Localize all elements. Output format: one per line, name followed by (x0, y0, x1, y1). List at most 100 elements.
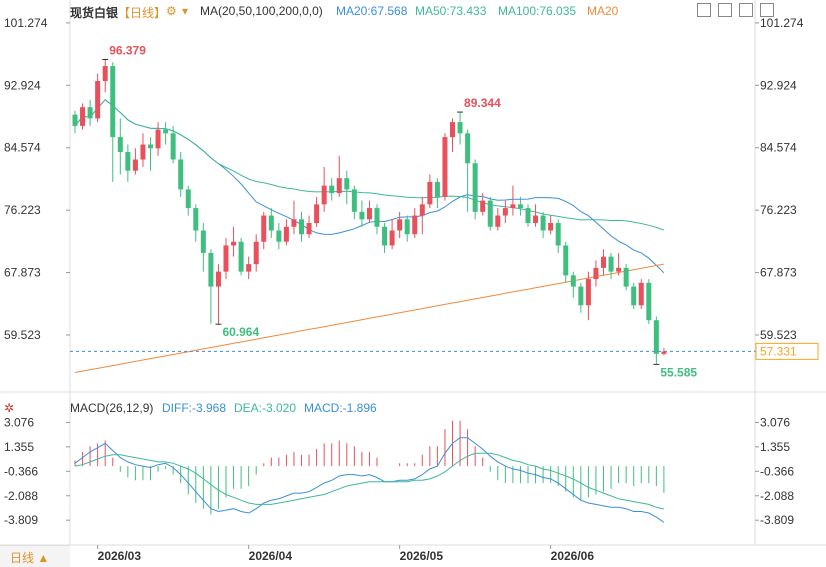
x-tick-label: 2026/04 (249, 549, 293, 563)
collapse-icon[interactable]: ▾ (182, 4, 189, 18)
candle-body (223, 245, 229, 272)
candle-body (125, 152, 131, 171)
candle-body (601, 256, 606, 268)
macd-tick-label-left: -3.809 (4, 513, 38, 527)
candle-body (502, 208, 508, 216)
price-tick-label-right: 84.574 (760, 141, 797, 155)
candle-body (427, 181, 433, 205)
x-tick-label: 2026/03 (98, 549, 142, 563)
candle-body (623, 267, 629, 287)
x-tick-label: 2026/06 (551, 549, 595, 563)
candle-body (533, 215, 539, 224)
candle-body (283, 226, 289, 242)
price-tick-label-right: 92.924 (760, 78, 797, 92)
macd-settings-icon[interactable]: ✲ (4, 401, 15, 415)
candle-body (608, 256, 614, 272)
candle-body (117, 137, 123, 153)
settings-icon[interactable]: ⚙ (166, 4, 177, 18)
candle-body (646, 282, 652, 321)
candle-body (140, 144, 146, 160)
candle-body (585, 279, 591, 306)
ma50-value: MA50:73.433 (415, 4, 487, 18)
zoom-out-icon[interactable] (718, 3, 732, 17)
candle-body (193, 208, 199, 231)
candle-body (540, 215, 546, 231)
period-selector[interactable]: 日线 ▲ (0, 545, 70, 567)
candle-body (276, 230, 282, 242)
candle-body (366, 208, 372, 220)
price-tick-label-left: 59.523 (4, 328, 41, 342)
candle-body (638, 282, 644, 306)
macd-tick-label-right: 3.076 (760, 415, 790, 429)
macd-tick-label-right: 1.355 (760, 440, 790, 454)
candle-body (548, 223, 554, 231)
candle-body (246, 264, 252, 272)
candle-body (200, 230, 206, 253)
candle-body (374, 208, 380, 227)
diff-line (74, 437, 665, 523)
candle-body (563, 245, 569, 276)
candle-body (578, 286, 584, 306)
ma20-line (74, 99, 665, 274)
period-badge[interactable]: 【日线】 (118, 6, 167, 20)
candle-body (261, 215, 267, 242)
extreme-label: 89.344 (464, 96, 501, 110)
candle-body (231, 241, 237, 246)
candle-body (555, 223, 561, 246)
instrument-name: 现货白银 (70, 6, 119, 20)
ma100-value: MA100:76.035 (498, 4, 577, 18)
candle-body (314, 204, 320, 224)
ma20-value: MA20:67.568 (336, 4, 408, 18)
x-tick-label: 2026/05 (400, 549, 444, 563)
grid-icon[interactable] (697, 3, 711, 17)
candle-body (510, 204, 516, 209)
candle-body (525, 208, 531, 224)
candle-body (253, 241, 259, 265)
candle-body (306, 223, 312, 235)
candle-body (434, 181, 440, 197)
price-tick-label-right: 67.873 (760, 266, 797, 280)
candle-body (102, 66, 108, 82)
candle-body (87, 107, 93, 119)
candle-body (495, 215, 501, 227)
candle-body (389, 230, 395, 246)
candle-body (631, 286, 637, 306)
candle-body (517, 204, 523, 209)
price-tick-label-left: 92.924 (4, 78, 41, 92)
candle-body (593, 267, 599, 280)
candle-body (570, 275, 576, 287)
candle-body (457, 122, 463, 134)
candle-body (185, 189, 191, 209)
extreme-label: 96.379 (109, 43, 146, 57)
candle-body (132, 159, 138, 171)
candle-body (170, 133, 176, 160)
candle-body (412, 215, 418, 235)
ma-settings: MA(20,50,100,200,0,0) (200, 4, 323, 18)
price-tick-label-left: 67.873 (4, 266, 41, 280)
candle-body (442, 137, 448, 197)
candle-body (616, 267, 622, 272)
zoom-in-icon[interactable] (739, 3, 753, 17)
candle-body (382, 226, 388, 246)
candle-body (472, 163, 478, 212)
candle-body (321, 185, 327, 205)
candle-body (291, 219, 297, 227)
price-tick-label-right: 76.223 (760, 203, 797, 217)
candle-body (661, 351, 667, 354)
candle-body (450, 122, 455, 138)
macd-tick-label-right: -0.366 (760, 464, 794, 478)
ma20-extra: MA20 (587, 4, 619, 18)
candle-body (155, 129, 161, 149)
candle-body (178, 159, 184, 190)
dea-value: DEA:-3.020 (234, 401, 297, 415)
macd-title: MACD(26,12,9) (70, 401, 154, 415)
candle-body (268, 215, 274, 231)
macd-value: MACD:-1.896 (304, 401, 377, 415)
price-tick-label-right: 101.274 (760, 16, 804, 30)
close-icon[interactable] (760, 3, 774, 17)
macd-tick-label-left: 1.355 (4, 440, 34, 454)
candle-body (480, 200, 486, 212)
macd-tick-label-left: -0.366 (4, 464, 38, 478)
candle-body (238, 241, 244, 272)
